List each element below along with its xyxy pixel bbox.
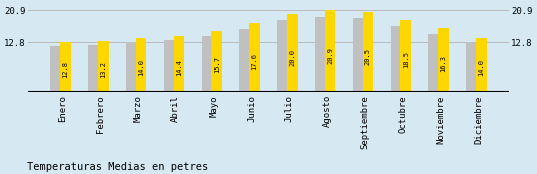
Text: 17.6: 17.6 [251,53,258,70]
Bar [315,17,325,92]
Bar [277,20,288,92]
Text: 15.7: 15.7 [214,56,220,73]
Text: Temperaturas Medias en petres: Temperaturas Medias en petres [27,162,208,172]
Text: 20.9: 20.9 [327,47,333,64]
Text: 12.8: 12.8 [62,61,68,78]
Bar [287,14,297,92]
Text: 20.0: 20.0 [289,49,295,66]
Bar [212,31,222,92]
Bar [401,20,411,92]
Bar [466,42,477,92]
Bar [429,34,439,92]
Text: 14.0: 14.0 [478,59,484,76]
Bar [353,18,364,92]
Bar [164,41,175,92]
Bar [50,46,61,92]
Bar [173,36,184,92]
Text: 16.3: 16.3 [441,55,447,72]
Bar [136,38,147,92]
Bar [240,29,250,92]
Bar [390,26,401,92]
Bar [476,38,487,92]
Bar [362,12,373,92]
Bar [201,36,212,92]
Text: 14.0: 14.0 [138,59,144,76]
Bar [88,45,99,92]
Text: 13.2: 13.2 [100,61,106,78]
Text: 18.5: 18.5 [403,51,409,68]
Bar [438,29,449,92]
Bar [325,10,336,92]
Bar [249,23,260,92]
Bar [126,42,136,92]
Text: 20.5: 20.5 [365,48,371,65]
Bar [60,42,71,92]
Bar [98,41,108,92]
Text: 14.4: 14.4 [176,58,182,76]
